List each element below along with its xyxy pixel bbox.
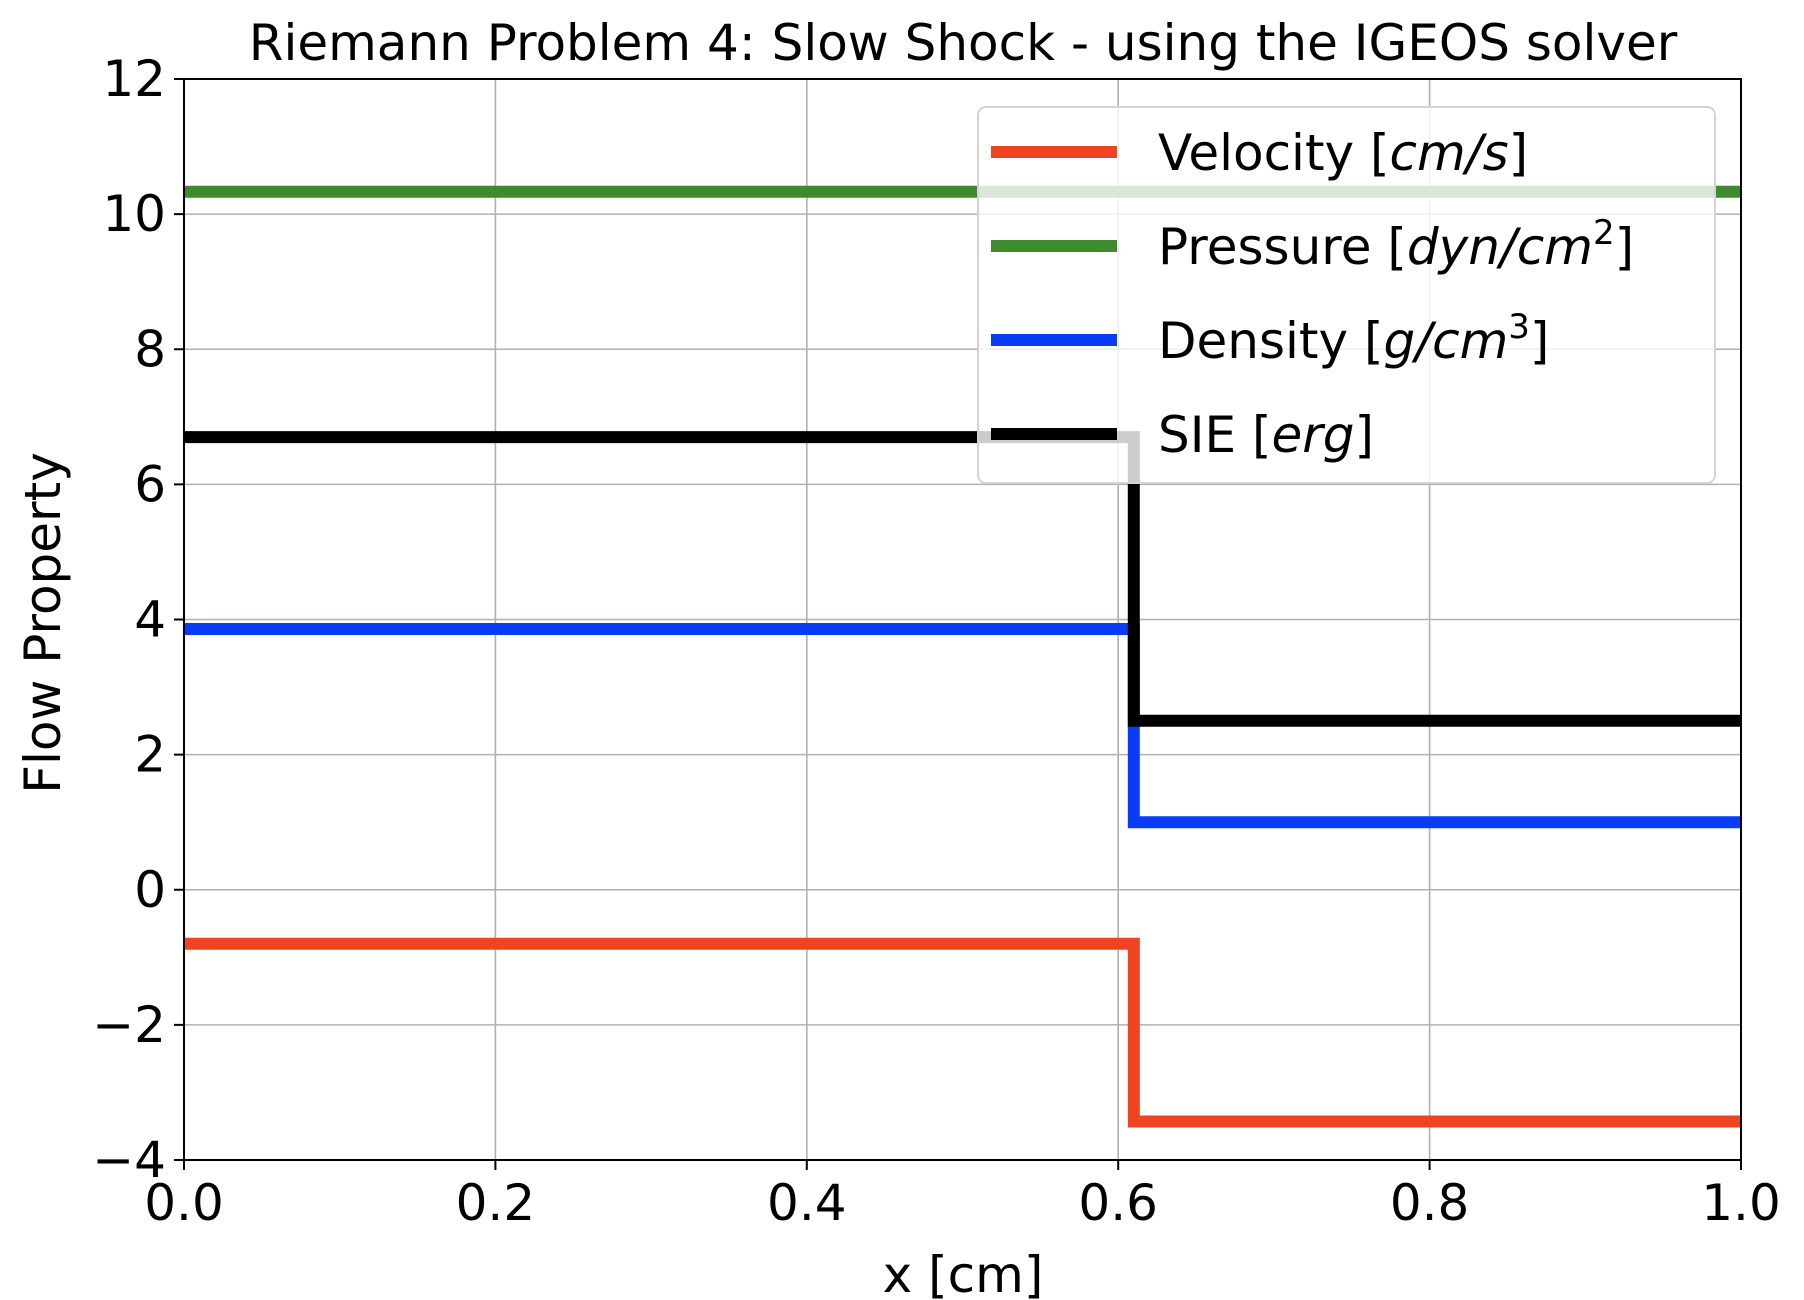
x-tick-label: 0.0 xyxy=(144,1174,224,1232)
series-line-sie xyxy=(184,431,1741,727)
y-tick-label: −2 xyxy=(92,996,166,1054)
legend-frame xyxy=(977,106,1716,484)
legend-label-sie: SIE [erg] xyxy=(1158,406,1374,464)
y-tick-label: 6 xyxy=(134,455,166,513)
y-axis-label: Flow Property xyxy=(14,452,72,794)
y-axis: −4 −2 0 2 4 6 8 10 12 xyxy=(92,50,184,1189)
x-tick-label: 0.4 xyxy=(767,1174,847,1232)
y-tick-label: 10 xyxy=(102,185,166,243)
legend: Velocity [cm/s] Pressure [dyn/cm2] Density… xyxy=(977,106,1716,484)
y-tick-label: 4 xyxy=(134,591,166,649)
y-tick-label: 8 xyxy=(134,320,166,378)
y-tick-label: 12 xyxy=(102,50,166,108)
x-axis: 0.0 0.2 0.4 0.6 0.8 1.0 xyxy=(144,1160,1781,1232)
x-tick-label: 0.6 xyxy=(1078,1174,1158,1232)
x-tick-label: 0.8 xyxy=(1390,1174,1470,1232)
legend-label-density: Density [g/cm3] xyxy=(1158,307,1549,370)
series-line-velocity xyxy=(184,937,1741,1128)
legend-label-pressure: Pressure [dyn/cm2] xyxy=(1158,213,1634,276)
y-tick-label: 0 xyxy=(134,861,166,919)
legend-label-velocity: Velocity [cm/s] xyxy=(1158,124,1528,182)
y-tick-label: 2 xyxy=(134,726,166,784)
y-tick-label: −4 xyxy=(92,1131,166,1189)
x-tick-label: 0.2 xyxy=(456,1174,536,1232)
chart-title: Riemann Problem 4: Slow Shock - using th… xyxy=(249,14,1678,72)
x-tick-label: 1.0 xyxy=(1701,1174,1781,1232)
x-axis-label: x [cm] xyxy=(883,1246,1044,1300)
